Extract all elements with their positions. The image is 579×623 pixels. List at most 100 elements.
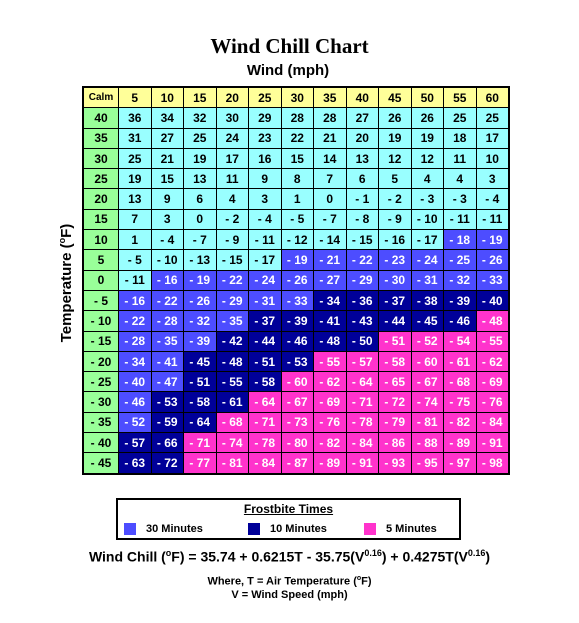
wind-chill-cell: - 9 (378, 208, 412, 231)
wind-speed-header: 30 (280, 86, 314, 109)
formula-exponent-2: 0.16 (467, 548, 486, 558)
wind-chill-cell: - 77 (183, 452, 217, 475)
formula-degree: o (165, 548, 172, 558)
wind-chill-cell: - 67 (410, 371, 444, 393)
wind-chill-cell: - 33 (475, 269, 510, 291)
y-axis-title-degree: o (57, 237, 67, 244)
wind-chill-cell: - 22 (150, 289, 184, 312)
header-row: Calm 5 10 15 20 25 30 35 40 45 50 55 60 (82, 86, 510, 109)
wind-chill-cell: - 58 (183, 391, 217, 413)
wind-chill-cell: - 46 (280, 330, 314, 352)
wind-chill-cell: - 25 (443, 249, 477, 271)
wind-speed-header: 10 (150, 86, 184, 109)
wind-chill-cell: - 2 (215, 208, 249, 231)
wind-chill-cell: 32 (183, 107, 217, 129)
wind-chill-cell: - 57 (118, 432, 152, 454)
wind-chill-cell: 10 (475, 147, 510, 170)
wind-chill-cell: - 68 (443, 371, 477, 393)
wind-chill-cell: 12 (410, 147, 444, 170)
wind-speed-header: 20 (215, 86, 249, 109)
wind-chill-cell: - 79 (378, 411, 412, 434)
wind-chill-cell: - 34 (118, 350, 152, 373)
wind-chill-cell: - 14 (313, 229, 347, 251)
wind-chill-cell: - 57 (345, 350, 379, 373)
wind-chill-formula: Wind Chill (oF) = 35.74 + 0.6215T - 35.7… (0, 548, 579, 565)
temperature-label: - 20 (82, 350, 119, 373)
wind-chill-cell: - 54 (443, 330, 477, 352)
legend-swatch-5-minutes (364, 523, 376, 535)
wind-chill-cell: - 4 (248, 208, 282, 231)
wind-chill-cell: - 38 (410, 289, 444, 312)
frostbite-legend: Frostbite Times 30 Minutes 10 Minutes 5 … (116, 498, 461, 540)
wind-chill-cell: - 15 (215, 249, 249, 271)
wind-chill-cell: 15 (150, 168, 184, 190)
wind-chill-cell: 15 (280, 147, 314, 170)
temperature-label: - 15 (82, 330, 119, 352)
wind-chill-cell: 1 (118, 229, 152, 251)
formula-mid: F) = 35.74 + 0.6215T - 35.75(V (171, 548, 365, 565)
wind-chill-cell: - 55 (313, 350, 347, 373)
wind-chill-cell: - 84 (475, 411, 510, 434)
wind-chill-cell: - 35 (150, 330, 184, 352)
table-row: - 30- 46- 53- 58- 61- 64- 67- 69- 71- 72… (82, 391, 510, 413)
wind-chill-cell: - 5 (280, 208, 314, 231)
wind-chill-cell: 22 (280, 127, 314, 149)
chart-title: Wind Chill Chart (210, 34, 369, 58)
formula-note-wind-speed: V = Wind Speed (mph) (231, 589, 348, 601)
wind-chill-cell: - 24 (410, 249, 444, 271)
wind-chill-cell: - 22 (118, 310, 152, 332)
temperature-label: 10 (82, 229, 119, 251)
wind-chill-cell: - 40 (475, 289, 510, 312)
wind-chill-cell: 7 (313, 168, 347, 190)
wind-chill-cell: 36 (118, 107, 152, 129)
wind-chill-cell: - 78 (248, 432, 282, 454)
wind-chill-cell: - 10 (150, 249, 184, 271)
wind-chill-cell: 17 (475, 127, 510, 149)
wind-chill-cell: - 64 (183, 411, 217, 434)
temperature-label: 25 (82, 168, 119, 190)
wind-speed-header: 25 (248, 86, 282, 109)
formula-note-temperature: Where, T = Air Temperature (oF) (0, 575, 579, 588)
wind-chill-cell: 1 (280, 188, 314, 210)
wind-chill-cell: - 58 (378, 350, 412, 373)
wind-chill-cell: - 68 (215, 411, 249, 434)
wind-chill-cell: - 48 (215, 350, 249, 373)
table-row: 10 1- 4- 7- 9- 11- 12- 14- 15- 16- 17- 18… (82, 229, 510, 251)
wind-chill-cell: 6 (345, 168, 379, 190)
legend-label-10-minutes: 10 Minutes (270, 523, 327, 535)
wind-chill-cell: 30 (215, 107, 249, 129)
wind-chill-cell: - 39 (443, 289, 477, 312)
wind-chill-cell: 6 (183, 188, 217, 210)
temperature-label: 35 (82, 127, 119, 149)
wind-chill-cell: - 58 (248, 371, 282, 393)
wind-chill-cell: - 16 (118, 289, 152, 312)
wind-chill-cell: 14 (313, 147, 347, 170)
wind-chill-cell: 19 (378, 127, 412, 149)
wind-chill-cell: 8 (280, 168, 314, 190)
wind-chill-cell: - 26 (280, 269, 314, 291)
wind-chill-cell: 3 (150, 208, 184, 231)
wind-chill-cell: - 7 (183, 229, 217, 251)
wind-chill-cell: - 98 (475, 452, 510, 475)
wind-chill-cell: - 27 (313, 269, 347, 291)
wind-chill-cell: 23 (248, 127, 282, 149)
wind-chill-cell: - 52 (118, 411, 152, 434)
wind-speed-header: 40 (345, 86, 379, 109)
wind-chill-cell: - 11 (475, 208, 510, 231)
legend-label-30-minutes: 30 Minutes (146, 523, 203, 535)
wind-chill-cell: - 2 (378, 188, 412, 210)
wind-chill-cell: 13 (118, 188, 152, 210)
wind-chill-cell: - 61 (443, 350, 477, 373)
formula-tail: ) (485, 548, 491, 565)
wind-chill-cell: - 63 (118, 452, 152, 475)
wind-chill-cell: - 10 (410, 208, 444, 231)
table-row: 5- 5- 10- 13- 15- 17- 19- 21- 22- 23- 24… (82, 249, 510, 271)
wind-chill-cell: - 23 (378, 249, 412, 271)
legend-title: Frostbite Times (243, 502, 334, 516)
wind-chill-cell: - 39 (280, 310, 314, 332)
wind-chill-cell: - 22 (215, 269, 249, 291)
wind-chill-cell: - 65 (378, 371, 412, 393)
wind-chill-cell: - 42 (215, 330, 249, 352)
wind-chill-cell: - 37 (248, 310, 282, 332)
wind-chill-cell: - 35 (215, 310, 249, 332)
